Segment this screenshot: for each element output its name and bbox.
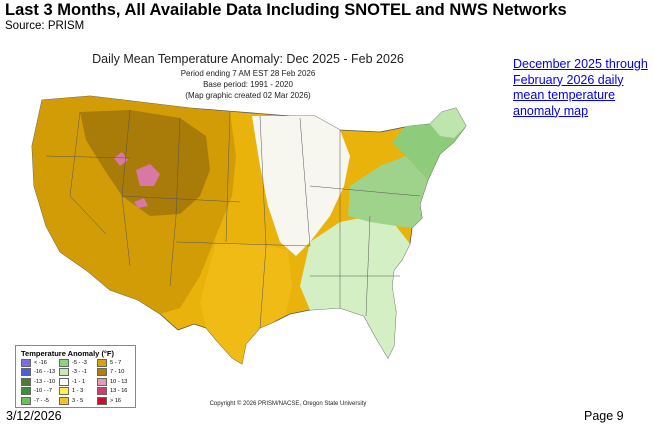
legend-swatch — [21, 377, 31, 386]
map-region-southeast — [300, 216, 410, 358]
legend-swatch — [97, 377, 107, 386]
map-title: Daily Mean Temperature Anomaly: Dec 2025… — [92, 52, 404, 66]
legend-label: 7 - 10 — [110, 369, 125, 375]
legend-label: -7 - -5 — [34, 397, 49, 404]
legend-item: -5 - -3 — [59, 358, 99, 367]
legend-swatch — [59, 387, 69, 395]
legend-swatch — [97, 387, 107, 395]
map-region-new-england — [430, 108, 466, 138]
map-subtitle-created: (Map graphic created 02 Mar 2026) — [185, 91, 311, 100]
map-hot-spot-montana — [114, 152, 128, 166]
legend-swatch — [59, 396, 69, 405]
map-legend: Temperature Anomaly (°F) < -16 -16 - -13 -… — [15, 345, 136, 408]
legend-label: -3 - -1 — [72, 369, 87, 375]
map-subtitle-period: Period ending 7 AM EST 28 Feb 2026 — [180, 69, 316, 78]
legend-item: 3 - 5 — [59, 396, 99, 405]
legend-swatch — [97, 396, 107, 405]
legend-swatch — [59, 358, 69, 367]
legend-item: -3 - -1 — [59, 368, 99, 377]
legend-swatch — [59, 368, 69, 376]
legend-item: -7 - -5 — [21, 396, 61, 405]
legend-item: < -16 — [21, 358, 61, 367]
legend-item: 7 - 10 — [97, 368, 137, 377]
map-hot-spot-colorado — [134, 198, 148, 208]
legend-swatch — [97, 368, 107, 376]
map-region-mountain-core — [80, 110, 210, 216]
legend-label: 10 - 13 — [110, 378, 128, 385]
legend-swatch — [21, 396, 31, 405]
legend-label: -1 - 1 — [72, 378, 86, 385]
map-hot-spot-wyoming — [136, 164, 160, 186]
legend-label: 1 - 3 — [72, 388, 84, 394]
map-subtitle-base: Base period: 1991 - 2020 — [203, 80, 293, 89]
footer-date: 3/12/2026 — [6, 409, 62, 423]
map-copyright: Copyright © 2026 PRISM/NACSE, Oregon Sta… — [209, 401, 367, 407]
map-region-south-central — [200, 242, 292, 364]
legend-item: 10 - 13 — [97, 377, 137, 386]
map-figure: Daily Mean Temperature Anomaly: Dec 2025… — [10, 46, 486, 412]
legend-item: -1 - 1 — [59, 377, 99, 386]
legend-title: Temperature Anomaly (°F) — [21, 349, 115, 358]
legend-item: -13 - -10 — [21, 377, 61, 386]
map-link[interactable]: December 2025 through February 2026 dail… — [513, 57, 648, 118]
map-region-appalachia — [348, 156, 428, 228]
legend-label: -13 - -10 — [34, 378, 56, 385]
legend-item: 5 - 7 — [97, 358, 137, 367]
legend-item: 1 - 3 — [59, 387, 99, 396]
legend-label: -10 - -7 — [34, 388, 53, 394]
legend-swatch — [97, 358, 107, 367]
anomaly-map — [31, 95, 467, 365]
legend-label: > 16 — [110, 397, 122, 404]
legend-swatch — [21, 387, 31, 395]
legend-label: 5 - 7 — [110, 359, 122, 366]
map-region-midwest — [252, 116, 350, 256]
legend-label: 13 - 16 — [110, 388, 128, 394]
state-boundaries — [45, 109, 421, 329]
source-label: Source: PRISM — [5, 20, 85, 32]
legend-swatch — [59, 377, 69, 386]
legend-label: -16 - -13 — [34, 369, 56, 375]
page-number: Page 9 — [584, 409, 624, 423]
legend-swatch — [21, 368, 31, 376]
legend-label: -5 - -3 — [72, 359, 87, 366]
slide-title: Last 3 Months, All Available Data Includ… — [5, 1, 567, 19]
legend-label: < -16 — [34, 359, 47, 366]
legend-item: > 16 — [97, 396, 137, 405]
legend-item: 13 - 16 — [97, 387, 137, 396]
legend-item: -10 - -7 — [21, 387, 61, 396]
legend-label: 3 - 5 — [72, 397, 84, 404]
legend-swatch — [21, 358, 31, 367]
legend-item: -16 - -13 — [21, 368, 61, 377]
